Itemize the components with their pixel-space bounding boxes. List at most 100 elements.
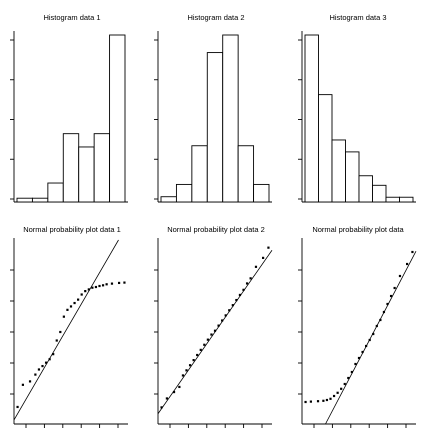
data-point [379,318,382,322]
data-point [361,350,364,354]
data-point [267,246,270,249]
bar [358,175,373,203]
data-point [398,274,402,278]
data-point [105,283,108,286]
data-point [206,338,209,341]
data-point [228,309,231,312]
data-point [203,343,206,346]
data-point [48,358,51,361]
data-point [382,310,386,314]
data-point [91,286,94,289]
data-point [347,376,350,380]
data-point [192,359,195,362]
chart-title: Normal probability plot data [312,225,404,234]
data-point [261,256,265,259]
bar [304,34,319,203]
reference-line [157,249,273,415]
data-point [354,362,357,366]
chart-title: Normal probability plot data 2 [167,225,265,234]
data-point [98,284,101,288]
bar [78,146,95,203]
bar [31,197,49,203]
bar [222,34,239,203]
data-point [80,293,83,296]
data-point [87,288,90,291]
data-point [34,373,37,376]
data-point [325,398,329,402]
reference-line [13,239,119,421]
bar [206,52,224,203]
data-point [231,304,234,307]
bar [372,184,387,203]
panel-4: Normal probability plot data 1 [10,225,128,428]
data-point [238,293,242,297]
data-point [69,305,73,308]
bar [175,183,193,203]
data-point [217,324,220,327]
data-point [178,385,181,389]
data-point [332,394,336,398]
data-point [84,290,87,293]
data-point [242,288,245,291]
chart-title: Histogram data 3 [329,13,386,22]
bar [191,145,208,203]
data-point [340,387,343,390]
bar [160,196,177,203]
data-point [117,281,121,285]
data-point [123,281,126,284]
data-point [411,250,414,254]
data-point [350,370,353,374]
data-point [389,294,393,298]
data-point [37,368,41,371]
data-point [213,329,217,332]
chart-title: Histogram data 1 [43,13,100,22]
data-point [28,380,32,383]
bar [62,133,80,203]
bar [16,197,33,203]
data-point [94,285,98,289]
bar [47,182,64,203]
data-point [172,390,176,394]
data-point [101,284,105,287]
bar [109,34,126,203]
data-point [188,364,192,367]
bar [253,183,270,203]
data-point [405,262,409,266]
data-point [55,339,58,342]
reference-line [325,251,417,425]
data-point [343,382,346,386]
bar [318,94,333,203]
data-point [199,348,202,351]
data-point [196,353,199,357]
data-point [16,405,19,409]
data-point [329,397,332,400]
data-point [309,400,313,403]
panel-2: Histogram data 2 [154,13,272,203]
data-point [336,391,339,394]
data-point [372,332,375,336]
data-point [59,330,62,334]
data-point [304,400,307,404]
data-point [249,277,252,280]
data-point [210,333,213,336]
data-point [393,286,396,290]
data-point [368,338,371,342]
data-point [386,302,389,306]
data-point [365,344,368,348]
data-point [73,301,76,305]
bar [331,139,346,203]
chart-title: Histogram data 2 [187,13,244,22]
panel-3: Histogram data 3 [298,13,416,203]
bar [385,196,400,203]
bar [237,145,255,203]
data-point [254,265,258,268]
bar [345,151,360,203]
data-point [41,364,44,368]
data-point [66,308,69,311]
bar [93,133,111,203]
data-point [110,282,114,285]
data-point [181,374,185,377]
panel-5: Normal probability plot data 2 [154,225,273,428]
data-point [224,314,227,317]
data-point [77,298,80,301]
